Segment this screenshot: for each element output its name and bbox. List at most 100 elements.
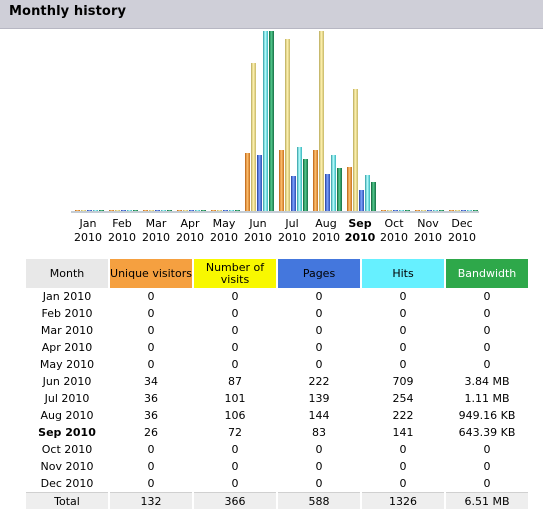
cell-visits: 0: [231, 290, 239, 303]
bar-visits-feb: [115, 210, 120, 211]
cell-bandwidth: 0: [483, 290, 491, 303]
bar-visits-jul: [285, 39, 290, 211]
x-tick-label-month: Feb: [112, 217, 131, 230]
x-tick-label-month: Jul: [284, 217, 298, 230]
table-row: Jul 2010 36 101 139 254 1.11 MB: [26, 390, 528, 407]
cell-bandwidth: 0: [483, 358, 491, 371]
cell-month: Oct 2010: [41, 443, 93, 456]
cell-visitors: 0: [147, 341, 155, 354]
bar-pages-aug: [325, 174, 330, 211]
bar-pages-jul: [291, 176, 296, 211]
bar-pages-oct: [393, 210, 398, 211]
cell-bandwidth: 949.16 KB: [458, 409, 516, 422]
cell-visitors: 0: [147, 477, 155, 490]
cell-bandwidth: 0: [483, 443, 491, 456]
cell-pages: 83: [312, 426, 326, 439]
cell-total-visitors: 132: [110, 492, 192, 509]
bar-hits-mar: [161, 210, 166, 211]
cell-pages: 0: [315, 307, 323, 320]
cell-month: Jul 2010: [44, 392, 90, 405]
bar-pages-dec: [461, 210, 466, 211]
bar-visits-sep: [353, 89, 358, 211]
cell-visitors: 26: [144, 426, 158, 439]
x-tick-label-year: 2010: [380, 231, 408, 244]
cell-month: Aug 2010: [40, 409, 94, 422]
cell-pages: 0: [315, 324, 323, 337]
bar-visits-may: [217, 210, 222, 211]
bar-pages-feb: [121, 210, 126, 211]
x-tick-label-month: Mar: [146, 217, 167, 230]
cell-hits: 0: [399, 307, 407, 320]
x-tick-label-year: 2010: [244, 231, 272, 244]
table-row: Nov 2010 0 0 0 0 0: [26, 458, 528, 475]
table-row: Dec 2010 0 0 0 0 0: [26, 475, 528, 492]
bar-pages-mar: [155, 210, 160, 211]
bar-hits-may: [229, 210, 234, 211]
x-tick-label-month: May: [213, 217, 236, 230]
x-tick-label-year: 2010: [176, 231, 204, 244]
bar-bandwidth_kb-apr: [201, 210, 206, 211]
bar-pages-jan: [87, 210, 92, 211]
table-row: Oct 2010 0 0 0 0 0: [26, 441, 528, 458]
chart-baseline: [71, 211, 479, 213]
cell-hits: 0: [399, 358, 407, 371]
cell-visitors: 0: [147, 324, 155, 337]
bar-visits-apr: [183, 210, 188, 211]
cell-hits: 141: [392, 426, 414, 439]
cell-bandwidth: 0: [483, 324, 491, 337]
cell-total-label: Total: [26, 492, 108, 509]
cell-visits: 0: [231, 341, 239, 354]
cell-visits: 106: [224, 409, 246, 422]
x-tick-label-year: 2010: [312, 231, 340, 244]
bar-pages-jun: [257, 155, 262, 211]
x-tick-label-month: Oct: [384, 217, 404, 230]
table-row: Jun 2010 34 87 222 709 3.84 MB: [26, 373, 528, 390]
bar-pages-may: [223, 210, 228, 211]
cell-visitors: 0: [147, 460, 155, 473]
bar-hits-aug: [331, 155, 336, 211]
cell-month: Jun 2010: [42, 375, 92, 388]
table-row: May 2010 0 0 0 0 0: [26, 356, 528, 373]
cell-visits: 0: [231, 307, 239, 320]
cell-visits: 87: [228, 375, 242, 388]
monthly-history-table: Month Unique visitors Number of visits P…: [24, 259, 530, 509]
table-row: Aug 2010 36 106 144 222 949.16 KB: [26, 407, 528, 424]
cell-bandwidth: 0: [483, 307, 491, 320]
x-tick-label-year: 2010: [345, 231, 376, 244]
cell-total-hits: 1326: [362, 492, 444, 509]
x-tick-label-year: 2010: [448, 231, 476, 244]
cell-visits: 0: [231, 358, 239, 371]
cell-bandwidth: 643.39 KB: [458, 426, 516, 439]
bar-visitors-jan: [75, 210, 80, 211]
cell-bandwidth: 0: [483, 460, 491, 473]
bar-hits-sep: [365, 175, 370, 211]
cell-total-pages: 588: [278, 492, 360, 509]
column-header-number-of-visits: Number of visits: [194, 259, 276, 288]
bar-pages-nov: [427, 210, 432, 211]
cell-pages: 139: [308, 392, 330, 405]
cell-pages: 0: [315, 341, 323, 354]
cell-hits: 0: [399, 460, 407, 473]
table-row: Apr 2010 0 0 0 0 0: [26, 339, 528, 356]
cell-pages: 0: [315, 443, 323, 456]
cell-month: Apr 2010: [41, 341, 93, 354]
bar-visitors-feb: [109, 210, 114, 211]
cell-hits: 0: [399, 341, 407, 354]
cell-bandwidth: 1.11 MB: [464, 392, 510, 405]
bar-visits-jun: [251, 63, 256, 211]
column-header-pages: Pages: [278, 259, 360, 288]
cell-hits: 254: [392, 392, 414, 405]
bar-hits-feb: [127, 210, 132, 211]
bar-visitors-mar: [143, 210, 148, 211]
table-total-row: Total 132 366 588 1326 6.51 MB: [26, 492, 528, 509]
table-row: Mar 2010 0 0 0 0 0: [26, 322, 528, 339]
bar-visits-nov: [421, 210, 426, 211]
x-tick-label-month: Sep: [348, 217, 371, 230]
bar-visits-jan: [81, 210, 86, 211]
cell-month: Sep 2010: [38, 426, 96, 439]
cell-total-bandwidth: 6.51 MB: [446, 492, 528, 509]
bar-hits-oct: [399, 210, 404, 211]
bar-visits-dec: [455, 210, 460, 211]
bar-bandwidth_kb-aug: [337, 168, 342, 211]
bar-bandwidth_kb-feb: [133, 210, 138, 211]
